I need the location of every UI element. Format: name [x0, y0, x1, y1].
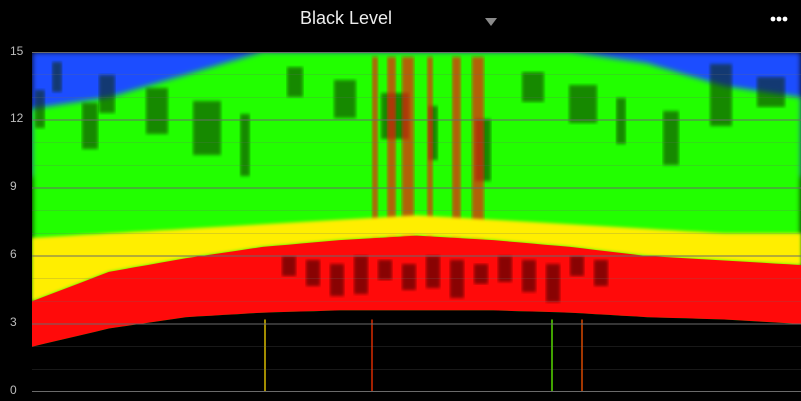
- texture-patch: [474, 264, 488, 284]
- texture-patch: [306, 260, 320, 286]
- yellow-band: [32, 215, 801, 302]
- texture-patch: [240, 114, 250, 176]
- texture-patch: [546, 264, 560, 302]
- texture-patch: [426, 256, 440, 288]
- texture-patch: [193, 101, 221, 155]
- texture-patch: [569, 85, 597, 123]
- texture-patch: [354, 256, 368, 294]
- texture-patch: [402, 264, 416, 290]
- red-streak: [472, 57, 484, 239]
- texture-patch: [52, 62, 62, 92]
- red-band: [32, 235, 801, 347]
- texture-patch: [570, 256, 584, 276]
- y-tick-label: 3: [10, 315, 17, 329]
- header-bar: Black Level: [0, 0, 801, 40]
- y-tick-label: 9: [10, 179, 17, 193]
- texture-patch: [522, 260, 536, 292]
- y-tick-label: 6: [10, 247, 17, 261]
- texture-patch: [450, 260, 464, 298]
- texture-patch: [498, 256, 512, 282]
- y-tick-label: 0: [10, 383, 17, 397]
- scope-title[interactable]: Black Level: [300, 8, 393, 28]
- texture-patch: [146, 88, 168, 134]
- texture-patch: [287, 67, 303, 97]
- texture-patch: [99, 75, 115, 113]
- y-tick-label: 12: [10, 111, 24, 125]
- texture-patch: [282, 256, 296, 276]
- texture-patch: [594, 260, 608, 286]
- red-streak: [372, 57, 378, 239]
- texture-patch: [378, 260, 392, 280]
- red-streak: [387, 57, 396, 239]
- texture-patch: [522, 72, 544, 102]
- texture-patch: [82, 103, 98, 149]
- red-streak: [452, 57, 461, 239]
- more-horizontal-icon[interactable]: [764, 8, 794, 30]
- black-region: [32, 310, 801, 392]
- waveform-plot: [32, 52, 801, 392]
- y-tick-label: 15: [10, 44, 24, 58]
- caret-down-icon[interactable]: [484, 14, 498, 26]
- texture-patch: [334, 80, 356, 118]
- texture-patch: [710, 64, 732, 126]
- red-streak: [427, 57, 433, 239]
- texture-patch: [616, 98, 626, 144]
- texture-patch: [663, 111, 679, 165]
- red-streak: [402, 57, 414, 239]
- texture-patch: [757, 77, 785, 107]
- texture-patch: [35, 90, 45, 128]
- heatmap-svg: [32, 52, 801, 392]
- texture-patch: [330, 264, 344, 296]
- y-axis: 15 12 9 6 3 0: [0, 40, 32, 401]
